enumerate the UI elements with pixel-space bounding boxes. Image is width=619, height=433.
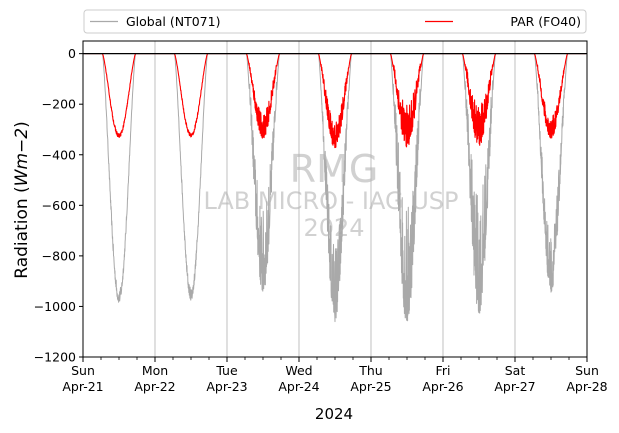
x-tick-label-day: Sun (71, 363, 95, 378)
y-axis-label-unit: Wm−2 (12, 128, 32, 186)
y-tick-label: −1200 (34, 350, 76, 365)
y-tick-label: −600 (42, 198, 76, 213)
y-tick-label: −400 (42, 147, 76, 162)
legend-label-par: PAR (FO40) (510, 14, 581, 29)
series-line-par (84, 53, 586, 149)
y-axis: 0 −200 −400 −600 −800 −1000 −1200 (34, 46, 83, 365)
x-tick-label-date: Apr-25 (350, 379, 391, 394)
watermark-line3: 2024 (303, 214, 364, 242)
series-lines (84, 53, 586, 323)
legend: Global (NT071) PAR (FO40) (83, 9, 587, 34)
series-line-global (84, 53, 586, 323)
watermark-line1: RMG (290, 147, 379, 191)
x-tick-label-day: Wed (285, 363, 312, 378)
x-gridlines (154, 41, 516, 357)
x-tick-label-date: Apr-24 (278, 379, 319, 394)
x-tick-label-day: Sat (505, 363, 526, 378)
y-tick-label: −200 (42, 97, 76, 112)
x-tick-label-day: Fri (436, 363, 451, 378)
y-axis-label: Radiation (Wm−2) (12, 121, 32, 278)
x-tick-label-date: Apr-23 (206, 379, 247, 394)
x-tick-label-date: Apr-22 (134, 379, 175, 394)
legend-label-global: Global (NT071) (126, 14, 220, 29)
x-tick-label-date: Apr-26 (422, 379, 463, 394)
watermark: RMG LAB MICRO - IAG USP 2024 (203, 147, 458, 242)
x-tick-label-date: Apr-27 (494, 379, 535, 394)
y-tick-label: 0 (68, 46, 76, 61)
x-tick-label-day: Thu (358, 363, 382, 378)
x-tick-label-date: Apr-21 (62, 379, 103, 394)
x-tick-label-day: Mon (142, 363, 168, 378)
y-tick-label: −800 (42, 248, 76, 263)
x-axis-label: 2024 (315, 405, 353, 423)
x-tick-label-day: Sun (575, 363, 599, 378)
x-tick-label-date: Apr-28 (566, 379, 607, 394)
y-axis-label-text: Radiation (12, 198, 32, 278)
x-axis: SunApr-21MonApr-22TueApr-23WedApr-24ThuA… (62, 357, 608, 394)
y-tick-label: −1000 (34, 299, 76, 314)
watermark-line2: LAB MICRO - IAG USP (203, 187, 458, 215)
legend-box (83, 9, 587, 34)
x-tick-label-day: Tue (215, 363, 238, 378)
